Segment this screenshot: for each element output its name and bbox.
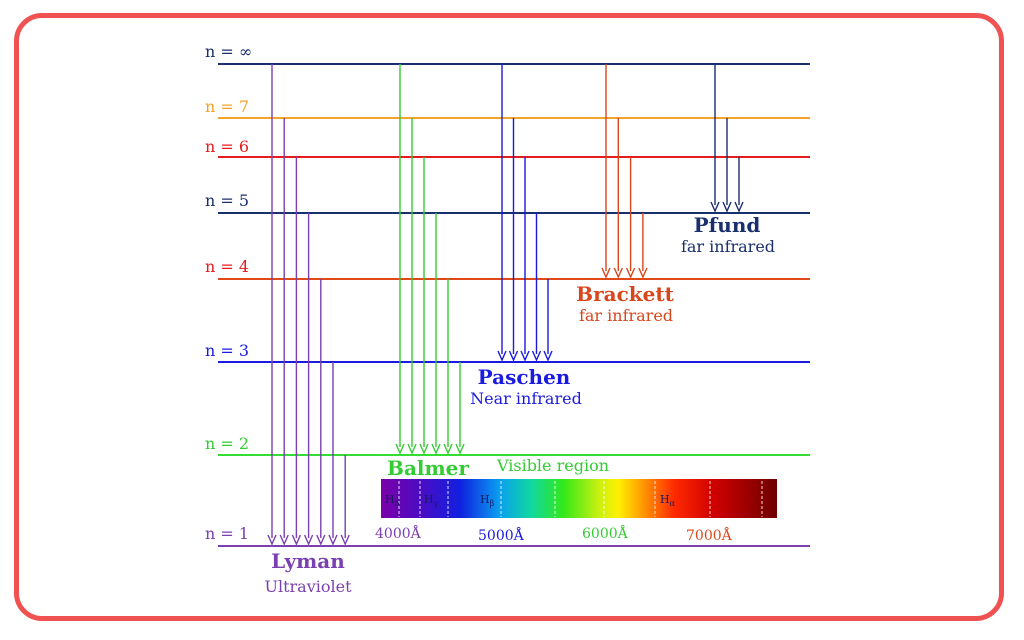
paschen-arrowhead-icon [543,350,553,362]
balmer-arrowhead-icon [395,443,405,455]
paschen-arrowhead-icon [497,350,507,362]
wavelength-5000: 5000Å [478,526,525,544]
brackett-arrowhead-icon [601,267,611,279]
balmer-arrowhead-icon [419,443,429,455]
balmer-arrowhead-icon [431,443,441,455]
lyman-arrowhead-icon [340,534,350,546]
balmer-arrowhead-icon [443,443,453,455]
lyman-arrowhead-icon [279,534,289,546]
pfund-arrowhead-icon [710,201,720,213]
transition-arrows [267,64,744,546]
h-gamma-label: Hγ [424,493,439,508]
brackett-arrowhead-icon [625,267,636,279]
series-name-paschen: Paschen [478,365,571,389]
lyman-arrowhead-icon [316,534,326,546]
balmer-arrowhead-icon [407,443,417,455]
wavelength-7000: 7000Å [686,526,733,544]
level-label-6: n = 6 [205,137,249,156]
lyman-arrowhead-icon [291,534,302,546]
level-label-3: n = 3 [205,341,249,360]
brackett-arrowhead-icon [638,267,648,279]
paschen-arrowhead-icon [508,350,519,362]
h-delta-label: Hδ [385,493,400,508]
wavelength-6000: 6000Å [582,524,629,542]
pfund-arrowhead-icon [734,201,744,213]
lyman-arrowhead-icon [267,534,277,546]
series-name-brackett: Brackett [576,282,674,306]
series-labels: Lyman Ultraviolet Balmer Visible region … [264,213,775,596]
series-region-balmer: Visible region [496,456,609,475]
h-beta-label: Hβ [480,493,495,508]
pfund-arrowhead-icon [722,201,732,213]
balmer-arrowhead-icon [455,443,465,455]
level-label-2: n = 2 [205,434,249,453]
level-label-5: n = 5 [205,191,249,210]
level-label-1: n = 1 [205,524,249,543]
diagram-frame [14,13,1004,621]
series-region-lyman: Ultraviolet [264,577,352,596]
series-name-pfund: Pfund [694,213,761,237]
series-region-pfund: far infrared [681,237,775,256]
wavelength-labels: 4000Å 5000Å 6000Å 7000Å [375,524,733,544]
series-name-lyman: Lyman [271,549,345,573]
paschen-arrowhead-icon [520,350,530,362]
lyman-arrowhead-icon [303,534,314,546]
level-label-7: n = 7 [205,97,249,116]
spectrum-bar [381,479,777,518]
level-label-4: n = 4 [205,257,249,276]
h-alpha-label: Hα [660,493,676,508]
lyman-arrowhead-icon [328,534,338,546]
brackett-arrowhead-icon [613,267,623,279]
level-label-infinity: n = ∞ [205,42,252,61]
level-labels: n = ∞ n = 7 n = 6 n = 5 n = 4 n = 3 n = … [205,42,252,543]
wavelength-4000: 4000Å [375,524,422,542]
series-name-balmer: Balmer [387,456,469,480]
series-region-brackett: far infrared [579,306,673,325]
paschen-arrowhead-icon [531,350,542,362]
spectrum-ticks [398,481,763,517]
visible-spectrum: Hδ Hγ Hβ Hα [381,479,777,518]
series-region-paschen: Near infrared [470,389,582,408]
